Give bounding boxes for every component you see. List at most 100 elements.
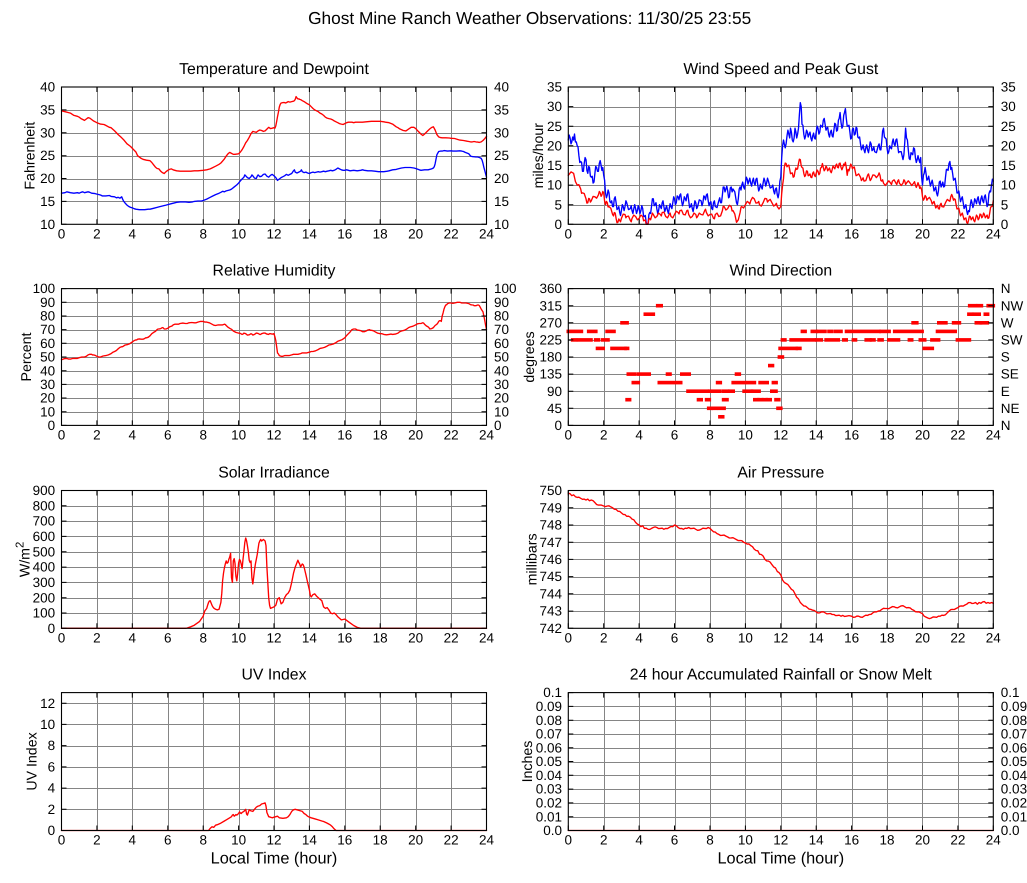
svg-text:12: 12 [266,631,281,646]
svg-text:10: 10 [494,217,509,232]
svg-text:16: 16 [337,833,352,848]
svg-text:0: 0 [494,418,502,433]
svg-text:24 hour Accumulated Rainfall o: 24 hour Accumulated Rainfall or Snow Mel… [630,667,933,684]
svg-text:8: 8 [199,227,207,242]
svg-text:10: 10 [738,833,753,848]
svg-text:Ghost Mine Ranch Weather Obser: Ghost Mine Ranch Weather Observations: 1… [308,8,751,28]
svg-text:UV Index: UV Index [24,732,40,790]
svg-text:20: 20 [40,171,55,186]
svg-text:35: 35 [547,80,562,95]
svg-text:750: 750 [539,483,562,498]
svg-text:20: 20 [408,428,423,443]
svg-text:6: 6 [671,227,679,242]
svg-text:4: 4 [48,781,56,796]
svg-text:W/m2: W/m2 [15,542,34,578]
svg-text:0: 0 [565,833,573,848]
svg-text:747: 747 [539,535,562,550]
svg-text:20: 20 [915,833,930,848]
svg-text:0.01: 0.01 [536,809,562,824]
svg-text:0: 0 [58,833,66,848]
svg-text:12: 12 [773,833,788,848]
svg-text:30: 30 [494,125,509,140]
svg-text:6: 6 [164,631,172,646]
svg-text:22: 22 [444,631,459,646]
svg-text:10: 10 [40,404,55,419]
svg-text:15: 15 [1001,158,1016,173]
svg-text:14: 14 [302,428,318,443]
svg-text:0: 0 [48,418,56,433]
svg-text:35: 35 [1001,80,1016,95]
svg-text:50: 50 [494,350,509,365]
svg-text:12: 12 [266,428,281,443]
svg-text:8: 8 [706,428,714,443]
svg-text:748: 748 [539,518,562,533]
svg-text:0.05: 0.05 [536,754,562,769]
svg-text:16: 16 [337,631,352,646]
svg-text:Wind Speed and Peak Gust: Wind Speed and Peak Gust [683,61,879,78]
svg-text:Local Time (hour): Local Time (hour) [717,850,844,868]
svg-text:600: 600 [33,529,56,544]
svg-text:35: 35 [40,103,55,118]
svg-text:12: 12 [266,833,281,848]
svg-text:14: 14 [302,631,318,646]
svg-text:2: 2 [93,428,101,443]
svg-text:100: 100 [33,281,56,296]
svg-text:4: 4 [635,428,643,443]
svg-text:270: 270 [539,315,562,330]
svg-text:miles/hour: miles/hour [531,123,547,189]
svg-text:35: 35 [494,103,509,118]
svg-text:6: 6 [164,227,172,242]
svg-text:745: 745 [539,569,562,584]
svg-text:4: 4 [129,631,137,646]
svg-text:0: 0 [48,823,56,838]
svg-text:4: 4 [635,227,643,242]
svg-text:90: 90 [40,295,55,310]
svg-text:15: 15 [547,158,562,173]
svg-text:0.1: 0.1 [543,685,562,700]
svg-text:8: 8 [199,631,207,646]
svg-text:40: 40 [494,363,509,378]
svg-text:8: 8 [706,227,714,242]
svg-text:742: 742 [539,621,562,636]
svg-text:15: 15 [40,194,55,209]
svg-text:0.03: 0.03 [536,782,562,797]
svg-text:300: 300 [33,575,56,590]
svg-text:Fahrenheit: Fahrenheit [22,122,38,190]
svg-text:0: 0 [1001,217,1009,232]
svg-text:90: 90 [494,295,509,310]
svg-text:50: 50 [40,350,55,365]
svg-text:UV Index: UV Index [242,667,307,684]
svg-text:N: N [1001,418,1011,433]
svg-text:0.03: 0.03 [1001,782,1027,797]
svg-text:millibars: millibars [524,533,540,585]
svg-text:10: 10 [547,178,562,193]
svg-text:0.02: 0.02 [536,796,562,811]
svg-text:0.1: 0.1 [1001,685,1020,700]
svg-text:5: 5 [1001,197,1009,212]
svg-text:12: 12 [266,227,281,242]
svg-text:22: 22 [444,428,459,443]
svg-text:0.02: 0.02 [1001,796,1027,811]
svg-text:0.09: 0.09 [536,699,562,714]
svg-text:749: 749 [539,500,562,515]
svg-text:24: 24 [986,227,1002,242]
svg-text:0: 0 [58,227,66,242]
svg-text:6: 6 [48,760,56,775]
svg-text:16: 16 [337,428,352,443]
svg-text:360: 360 [539,281,562,296]
svg-text:8: 8 [48,738,56,753]
svg-text:40: 40 [494,80,509,95]
svg-text:22: 22 [444,227,459,242]
svg-text:degrees: degrees [522,331,538,382]
svg-text:8: 8 [706,833,714,848]
svg-text:18: 18 [879,833,894,848]
svg-text:Wind Direction: Wind Direction [729,263,832,280]
svg-text:0: 0 [565,631,573,646]
svg-text:2: 2 [93,833,101,848]
svg-text:6: 6 [671,631,679,646]
svg-text:4: 4 [129,227,137,242]
svg-text:24: 24 [479,833,495,848]
svg-text:6: 6 [164,428,172,443]
svg-text:900: 900 [33,483,56,498]
svg-text:0.07: 0.07 [1001,727,1027,742]
